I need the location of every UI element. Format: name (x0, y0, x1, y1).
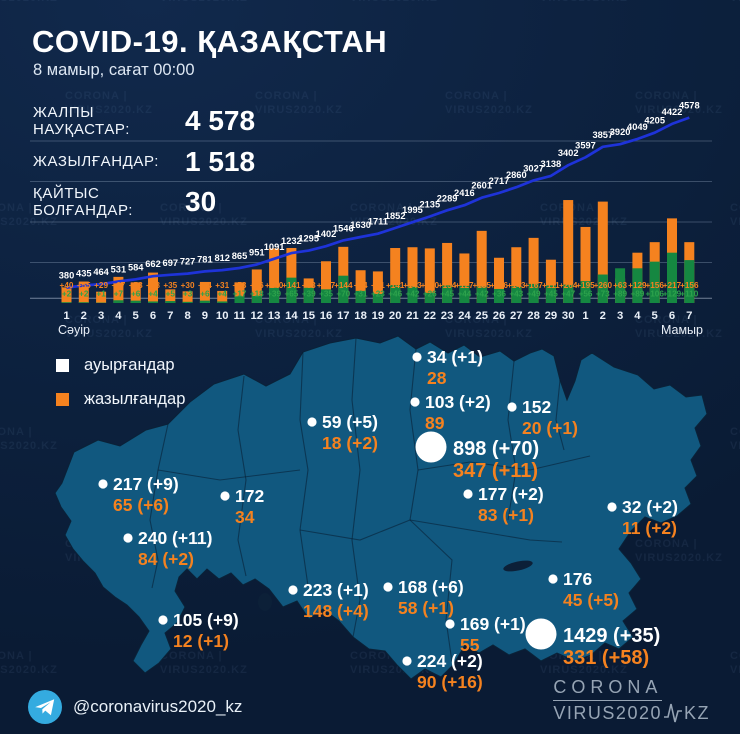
stat-deaths: ҚАЙТЫС БОЛҒАНДАР: 30 (33, 182, 363, 223)
watermark-text: CORONA |VIRUS2020.KZ (160, 0, 248, 6)
watermark-text: CORONA |VIRUS2020.KZ (540, 0, 628, 6)
watermark-text: CORONA |VIRUS2020.KZ (730, 202, 740, 228)
sick-swatch (56, 359, 69, 372)
watermark-text: CORONA |VIRUS2020.KZ (255, 90, 343, 116)
stat-deaths-label: ҚАЙТЫС БОЛҒАНДАР: (33, 185, 133, 220)
brand-logo-line1: CORONA (553, 677, 663, 701)
watermark-text: CORONA |VIRUS2020.KZ (255, 538, 343, 564)
watermark-text: CORONA |VIRUS2020.KZ (635, 314, 723, 340)
map-legend: ауырғандар жазылғандар (56, 356, 185, 409)
watermark-text: CORONA |VIRUS2020.KZ (0, 426, 58, 452)
brand-logo: CORONA VIRUS2020 KZ (553, 677, 710, 724)
watermark-text: CORONA |VIRUS2020.KZ (65, 314, 153, 340)
legend-recovered-label: жазылғандар (84, 390, 186, 408)
telegram-handle: @coronavirus2020_kz (73, 697, 243, 716)
watermark-text: CORONA |VIRUS2020.KZ (445, 538, 533, 564)
watermark-text: CORONA |VIRUS2020.KZ (350, 650, 438, 676)
watermark-text: CORONA |VIRUS2020.KZ (730, 426, 740, 452)
legend-item-recovered: жазылғандар (56, 390, 185, 409)
brand-logo-suffix: KZ (683, 702, 710, 723)
watermark-text: CORONA |VIRUS2020.KZ (160, 426, 248, 452)
watermark-text: CORONA |VIRUS2020.KZ (540, 426, 628, 452)
watermark-text: CORONA |VIRUS2020.KZ (540, 202, 628, 228)
watermark-text: CORONA |VIRUS2020.KZ (65, 90, 153, 116)
watermark-text: CORONA |VIRUS2020.KZ (65, 538, 153, 564)
report-datetime: 8 мамыр, сағат 00:00 (33, 61, 195, 79)
watermark-text: CORONA |VIRUS2020.KZ (730, 650, 740, 676)
telegram-link[interactable]: @coronavirus2020_kz (28, 690, 242, 724)
recovered-swatch (56, 393, 69, 406)
watermark-text: CORONA |VIRUS2020.KZ (350, 426, 438, 452)
watermark-text: CORONA |VIRUS2020.KZ (635, 90, 723, 116)
watermark-text: CORONA |VIRUS2020.KZ (255, 314, 343, 340)
watermark-text: CORONA |VIRUS2020.KZ (160, 650, 248, 676)
watermark-text: CORONA |VIRUS2020.KZ (540, 650, 628, 676)
watermark-text: CORONA |VIRUS2020.KZ (0, 202, 58, 228)
watermark-text: CORONA |VIRUS2020.KZ (445, 90, 533, 116)
legend-item-sick: ауырғандар (56, 356, 185, 375)
brand-logo-line2: VIRUS2020 (553, 702, 662, 723)
watermark-text: CORONA |VIRUS2020.KZ (635, 538, 723, 564)
watermark-text: CORONA |VIRUS2020.KZ (730, 0, 740, 6)
watermark-text: CORONA |VIRUS2020.KZ (350, 202, 438, 228)
page-title: COVID-19. ҚАЗАҚСТАН (32, 24, 388, 59)
legend-sick-label: ауырғандар (84, 356, 175, 374)
stat-total-cases-value: 4 578 (185, 105, 256, 137)
stat-total-cases-label: ЖАЛПЫ НАУҚАСТАР: (33, 104, 130, 139)
stat-total-cases: ЖАЛПЫ НАУҚАСТАР: 4 578 (33, 101, 363, 142)
watermark-text: CORONA |VIRUS2020.KZ (350, 0, 438, 6)
watermark-text: CORONA |VIRUS2020.KZ (0, 650, 58, 676)
telegram-icon (28, 690, 62, 724)
stat-recovered: ЖАЗЫЛҒАНДАР: 1 518 (33, 142, 363, 183)
stat-recovered-value: 1 518 (185, 145, 256, 177)
watermark-text: CORONA |VIRUS2020.KZ (445, 314, 533, 340)
watermark-text: CORONA |VIRUS2020.KZ (0, 0, 58, 6)
summary-stats: ЖАЛПЫ НАУҚАСТАР: 4 578 ЖАЗЫЛҒАНДАР: 1 51… (33, 101, 363, 223)
pulse-icon (663, 702, 683, 724)
stat-deaths-value: 30 (185, 186, 217, 218)
stat-recovered-label: ЖАЗЫЛҒАНДАР: (33, 153, 160, 171)
